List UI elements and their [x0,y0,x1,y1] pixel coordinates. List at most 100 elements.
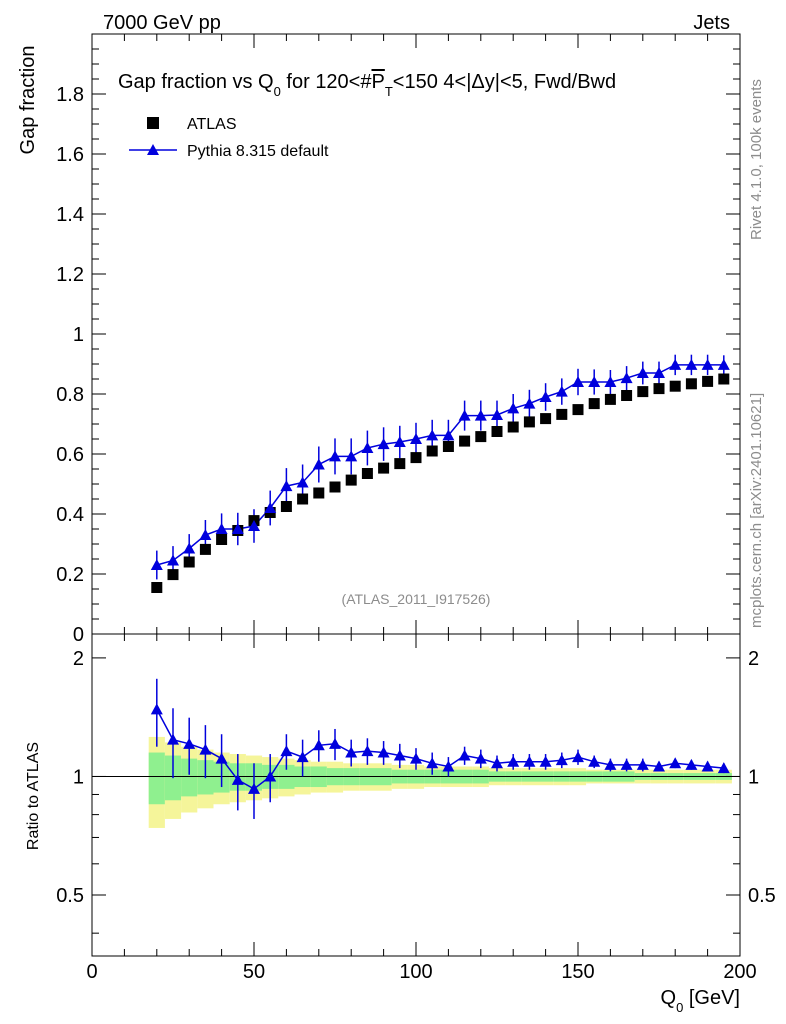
ratio-point [361,745,374,757]
atlas-point [540,413,552,425]
ratio-point [377,746,390,758]
atlas-point [718,373,730,385]
ratio-point [572,751,584,763]
ratio-point [669,757,682,769]
ratio-point [701,760,714,772]
y-tick-label: 0.4 [56,504,84,526]
ratio-y-axis-label: Ratio to ATLAS [25,742,42,850]
atlas-point [345,474,357,486]
ratio-point [507,755,520,767]
legend-atlas-marker [147,117,159,129]
atlas-data-points [151,373,730,593]
mc-point [264,502,277,513]
main-panel: 0.2 0.4 0.6 0.8 1 1.2 1.4 1.6 1.8 0 Gap fraction … [17,33,741,646]
ratio-point [167,733,179,745]
mc-point [555,385,568,397]
atlas-point [556,408,568,420]
ratio-point [312,739,325,751]
mc-point [329,450,341,462]
y-tick-label: 1.4 [56,204,84,226]
atlas-point [669,380,681,392]
y-tick-label-zero: 0 [73,624,84,646]
ratio-point [636,758,649,770]
atlas-point [426,445,438,457]
atlas-point [297,493,309,505]
mc-point [215,523,228,534]
mc-point [458,409,471,421]
atlas-point [151,582,163,593]
mc-point [167,554,179,566]
atlas-point [572,404,584,416]
mc-point [669,358,682,370]
ratio-point [231,773,244,785]
atlas-point [507,421,519,433]
mc-point [183,542,196,554]
rivet-info-label: Rivet 4.1.0, 100k events [748,79,765,240]
y-tick-label: 1.8 [56,84,84,106]
x-axis-label: Q0 [GeV] [661,987,741,1015]
x-tick-label: 0 [86,961,97,983]
ratio-band-inner [148,752,165,805]
atlas-point [313,487,325,499]
ratio-point [393,749,406,761]
ratio-point [474,752,487,764]
mc-point [636,367,649,378]
mc-point [426,429,439,441]
header-energy-label: 7000 GeV pp [103,12,221,34]
mc-point [361,442,374,453]
ratio-point [426,757,439,769]
legend-mc-marker [147,144,159,155]
atlas-point [167,569,179,581]
atlas-point [459,435,471,447]
y-tick-label: 0.6 [56,444,84,466]
mc-point [717,358,730,370]
ratio-point [296,751,309,763]
ratio-tick-label-right: 1 [748,766,759,788]
mc-point [280,480,293,492]
mc-point [620,372,633,384]
ratio-point [183,737,196,749]
ratio-frame-overlay [91,633,741,957]
ratio-point [491,757,503,769]
mc-point [491,409,503,420]
mc-point [507,402,520,414]
ratio-point [717,762,730,774]
mc-point [248,520,260,531]
atlas-point [621,390,633,401]
ratio-point [280,745,293,757]
mc-point [604,376,617,387]
mc-point [410,433,422,444]
y-tick-label: 0.8 [56,384,84,406]
mc-point [312,458,325,470]
mc-point [572,376,584,387]
main-plot-frame [91,33,741,635]
ratio-point [442,760,455,772]
atlas-point [199,543,211,555]
header-process-label: Jets [693,12,730,34]
ratio-tick-label-left: 2 [73,648,84,670]
ratio-band-inner [181,758,198,797]
ratio-point [264,770,277,782]
ratio-point [458,749,471,761]
y-tick-label: 1 [73,324,84,346]
mc-point [701,358,714,370]
mc-data-points [150,358,730,570]
ratio-point [620,758,633,770]
x-tick-label: 150 [561,961,594,983]
mc-point [393,436,406,447]
ratio-tick-label-right: 2 [748,648,759,670]
analysis-watermark: (ATLAS_2011_I917526) [342,591,491,607]
atlas-point [442,441,454,452]
ratio-point [329,737,341,749]
atlas-point [378,462,390,474]
mc-point [539,391,552,402]
ratio-point [555,754,568,766]
mc-point [588,376,601,387]
mc-point [653,367,665,378]
atlas-point [361,468,373,479]
ratio-point [410,752,422,764]
atlas-point [637,386,649,398]
x-tick-label: 100 [399,961,432,983]
x-tick-label: 200 [723,961,756,983]
